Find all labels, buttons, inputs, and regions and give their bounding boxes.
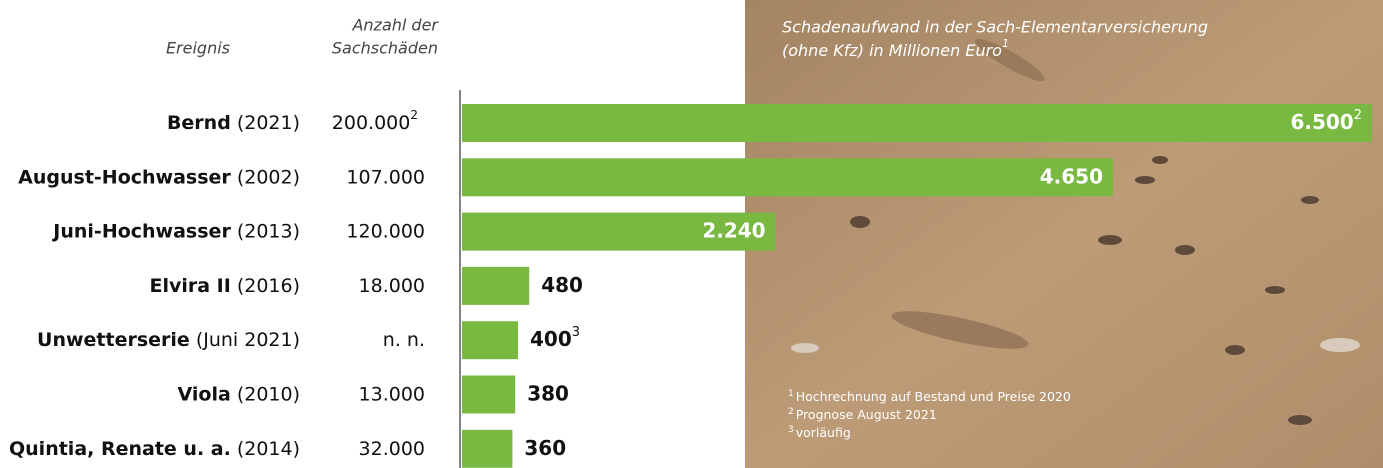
event-name: Unwetterserie — [37, 329, 190, 351]
footnote-mark: 2 — [788, 407, 794, 417]
value-label: 400 — [530, 327, 572, 351]
event-name: Viola — [178, 383, 231, 405]
event-year: (2010) — [237, 383, 300, 405]
bar — [462, 212, 776, 251]
footnote: 3 vorläufig — [788, 425, 851, 440]
event-year: (2021) — [237, 112, 300, 134]
category-label: Elvira II (2016) — [149, 274, 300, 296]
value-label: 360 — [524, 435, 566, 459]
event-name: Bernd — [167, 112, 231, 134]
category-label: Juni-Hochwasser (2013) — [51, 220, 300, 242]
count-label: 200.0002 — [332, 108, 418, 134]
footnote-text: vorläufig — [796, 425, 851, 440]
chart-title: (ohne Kfz) in Millionen Euro — [782, 41, 1002, 60]
value-label: 480 — [541, 272, 583, 296]
value-note: 3 — [572, 325, 580, 340]
event-header: Ereignis — [166, 39, 230, 58]
chart-title: (ohne Kfz) in Millionen Euro1 — [782, 37, 1009, 60]
bar — [462, 375, 516, 414]
count: 32.000 — [359, 437, 425, 459]
category-label: Viola (2010) — [178, 383, 300, 405]
value-label: 4003 — [530, 325, 580, 351]
count-label: n. n. — [383, 329, 425, 351]
event-name: Juni-Hochwasser — [51, 220, 231, 242]
count-label: 32.000 — [359, 437, 425, 459]
category-label: August-Hochwasser (2002) — [18, 166, 300, 188]
title-note: 1 — [1002, 37, 1009, 50]
event-name: August-Hochwasser — [18, 166, 231, 188]
value-label: 2.240 — [702, 218, 765, 242]
event-year: (2013) — [237, 220, 300, 242]
count: 107.000 — [346, 166, 425, 188]
footnote-mark: 3 — [788, 425, 794, 435]
count-header: Anzahl der — [351, 16, 439, 35]
count: 13.000 — [359, 383, 425, 405]
count: 18.000 — [359, 274, 425, 296]
value-note: 2 — [1354, 108, 1362, 123]
count-label: 120.000 — [346, 220, 425, 242]
category-label: Unwetterserie (Juni 2021) — [37, 329, 300, 351]
footnote-text: Prognose August 2021 — [796, 407, 937, 422]
event-name: Quintia, Renate u. a. — [9, 437, 231, 459]
value-label: 6.500 — [1290, 110, 1353, 134]
bar — [462, 266, 530, 305]
count: 200.000 — [332, 112, 411, 134]
footnote: 1 Hochrechnung auf Bestand und Preise 202… — [788, 389, 1071, 404]
value-label: 480 — [541, 272, 583, 296]
count-label: 107.000 — [346, 166, 425, 188]
footnote-text: Hochrechnung auf Bestand und Preise 2020 — [796, 389, 1071, 404]
event-year: (2002) — [237, 166, 300, 188]
value-label: 4.650 — [1040, 164, 1103, 188]
count-label: 13.000 — [359, 383, 425, 405]
bar — [462, 104, 1372, 142]
count: n. n. — [383, 329, 425, 351]
bar — [462, 429, 513, 468]
chart-title: Schadenaufwand in der Sach-Elementarvers… — [782, 18, 1208, 37]
value-label: 380 — [527, 381, 569, 405]
category-label: Quintia, Renate u. a. (2014) — [9, 437, 300, 459]
value-label: 6.5002 — [1290, 108, 1362, 134]
event-year: (2016) — [237, 274, 300, 296]
footnote: 2 Prognose August 2021 — [788, 407, 937, 422]
count-label: 18.000 — [359, 274, 425, 296]
background-photo — [745, 0, 1383, 468]
count-header: Sachschäden — [332, 39, 438, 58]
footnote-mark: 1 — [788, 389, 794, 399]
value-label: 360 — [524, 435, 566, 459]
value-label: 380 — [527, 381, 569, 405]
bar — [462, 158, 1113, 197]
value-label: 4.650 — [1040, 164, 1103, 188]
event-name: Elvira II — [149, 274, 230, 296]
bar — [462, 321, 518, 360]
count: 120.000 — [346, 220, 425, 242]
event-year: (2014) — [237, 437, 300, 459]
count-note: 2 — [410, 108, 418, 122]
category-label: Bernd (2021) — [167, 112, 300, 134]
event-year: (Juni 2021) — [196, 329, 300, 351]
value-label: 2.240 — [702, 218, 765, 242]
